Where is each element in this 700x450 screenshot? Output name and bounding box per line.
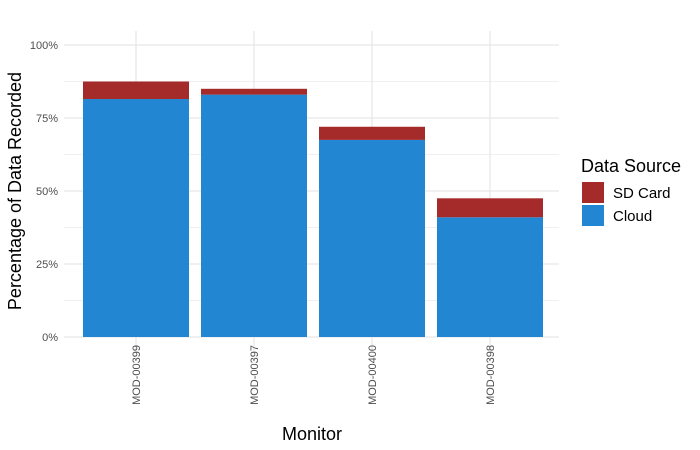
legend-swatch-sd-card [582, 182, 604, 203]
y-tick-label: 25% [36, 259, 58, 271]
x-tick-label: MOD-00398 [485, 345, 497, 405]
bar-cloud-mod-00400 [319, 139, 425, 337]
y-tick-label: 100% [30, 40, 58, 52]
bar-sd-card-mod-00397 [201, 88, 307, 95]
y-axis-ticks: 0% 25% 50% 75% 100% [30, 40, 58, 344]
legend-label-sd-card: SD Card [613, 185, 671, 202]
legend: Data Source SD Card Cloud [581, 156, 681, 226]
bar-cloud-mod-00399 [83, 99, 189, 338]
legend-title: Data Source [581, 156, 681, 176]
y-tick-label: 0% [42, 332, 58, 344]
bar-sd-card-mod-00400 [319, 126, 425, 140]
legend-swatch-cloud [582, 205, 604, 226]
x-tick-label: MOD-00400 [367, 345, 379, 405]
y-axis-title: Percentage of Data Recorded [5, 72, 25, 310]
bar-cloud-mod-00397 [201, 94, 307, 337]
y-tick-label: 75% [36, 113, 58, 125]
bars-layer [83, 81, 543, 338]
legend-label-cloud: Cloud [613, 208, 652, 225]
x-tick-label: MOD-00397 [249, 345, 261, 405]
y-tick-label: 50% [36, 186, 58, 198]
bar-cloud-mod-00398 [437, 217, 543, 337]
x-axis-title: Monitor [282, 424, 342, 444]
x-tick-label: MOD-00399 [131, 345, 143, 405]
legend-items: SD Card Cloud [582, 182, 671, 226]
bar-sd-card-mod-00399 [83, 81, 189, 100]
bar-sd-card-mod-00398 [437, 198, 543, 218]
x-axis-ticks: MOD-00399 MOD-00397 MOD-00400 MOD-00398 [131, 345, 497, 405]
